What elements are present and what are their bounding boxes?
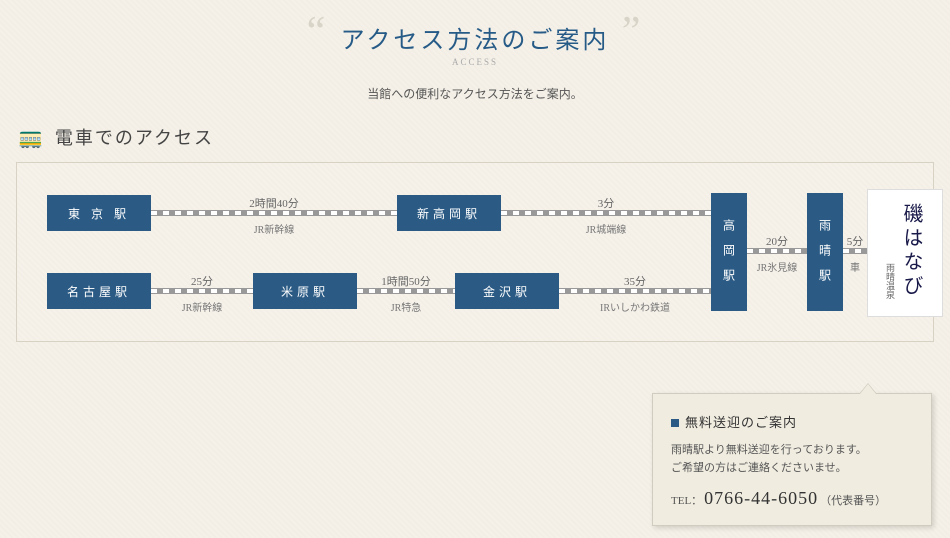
station-amaharashi: 雨 晴 駅 [807, 193, 843, 311]
destination-logo: 雨晴温泉磯はなび [867, 189, 943, 317]
infobox-title: 無料送迎のご案内 [671, 412, 913, 431]
segment-line-maibara-kanazawa: JR特急 [357, 299, 455, 314]
callout-pointer-icon [859, 383, 877, 394]
infobox-line1: 雨晴駅より無料送迎を行っております。 [671, 444, 867, 456]
segment-line-kanazawa-takaoka: IRいしかわ鉄道 [559, 299, 711, 314]
route-diagram: 東 京 駅新高岡駅名古屋駅米原駅金沢駅高 岡 駅雨 晴 駅雨晴温泉磯はなび2時間… [16, 162, 934, 342]
train-icon: 🚃 [18, 125, 45, 150]
page-title: “ アクセス方法のご案内 ” [341, 20, 610, 55]
segment-time-amaharashi-dest: 5分 [843, 233, 867, 249]
segment-time-kanazawa-takaoka: 35分 [559, 273, 711, 289]
segment-line-tokyo-shintakaoka: JR新幹線 [151, 221, 397, 236]
section-title: 電車でのアクセス [55, 124, 214, 150]
segment-line-nagoya-maibara: JR新幹線 [151, 299, 253, 314]
station-takaoka: 高 岡 駅 [711, 193, 747, 311]
segment-time-shintakaoka-takaoka: 3分 [501, 195, 711, 211]
station-kanazawa: 金沢駅 [455, 273, 559, 309]
header: “ アクセス方法のご案内 ” ACCESS [16, 20, 934, 67]
quote-right-icon: ” [622, 8, 644, 56]
infobox-title-text: 無料送迎のご案内 [685, 415, 797, 430]
segment-time-nagoya-maibara: 25分 [151, 273, 253, 289]
segment-line-takaoka-amaharashi: JR氷見線 [747, 259, 807, 274]
quote-left-icon: “ [307, 8, 329, 56]
segment-time-tokyo-shintakaoka: 2時間40分 [151, 195, 397, 211]
segment-time-takaoka-amaharashi: 20分 [747, 233, 807, 249]
description: 当館への便利なアクセス方法をご案内。 [16, 85, 934, 102]
bullet-icon [671, 419, 679, 427]
station-nagoya: 名古屋駅 [47, 273, 151, 309]
telephone: TEL：0766-44-6050（代表番号） [671, 488, 913, 509]
station-maibara: 米原駅 [253, 273, 357, 309]
shuttle-infobox: 無料送迎のご案内 雨晴駅より無料送迎を行っております。 ご希望の方はご連絡くださ… [652, 393, 932, 526]
section-header: 🚃 電車でのアクセス [18, 124, 934, 150]
infobox-body: 雨晴駅より無料送迎を行っております。 ご希望の方はご連絡くださいませ。 [671, 441, 913, 478]
segment-time-maibara-kanazawa: 1時間50分 [357, 273, 455, 289]
station-shintakaoka: 新高岡駅 [397, 195, 501, 231]
page: “ アクセス方法のご案内 ” ACCESS 当館への便利なアクセス方法をご案内。… [0, 0, 950, 342]
segment-line-amaharashi-dest: 車 [843, 259, 867, 274]
tel-number: 0766-44-6050 [704, 488, 818, 508]
subtitle: ACCESS [16, 57, 934, 67]
tel-note: （代表番号） [820, 495, 886, 507]
tel-label: TEL： [671, 495, 702, 507]
title-text: アクセス方法のご案内 [341, 28, 610, 54]
station-tokyo: 東 京 駅 [47, 195, 151, 231]
infobox-line2: ご希望の方はご連絡くださいませ。 [671, 462, 847, 474]
segment-line-shintakaoka-takaoka: JR城端線 [501, 221, 711, 236]
